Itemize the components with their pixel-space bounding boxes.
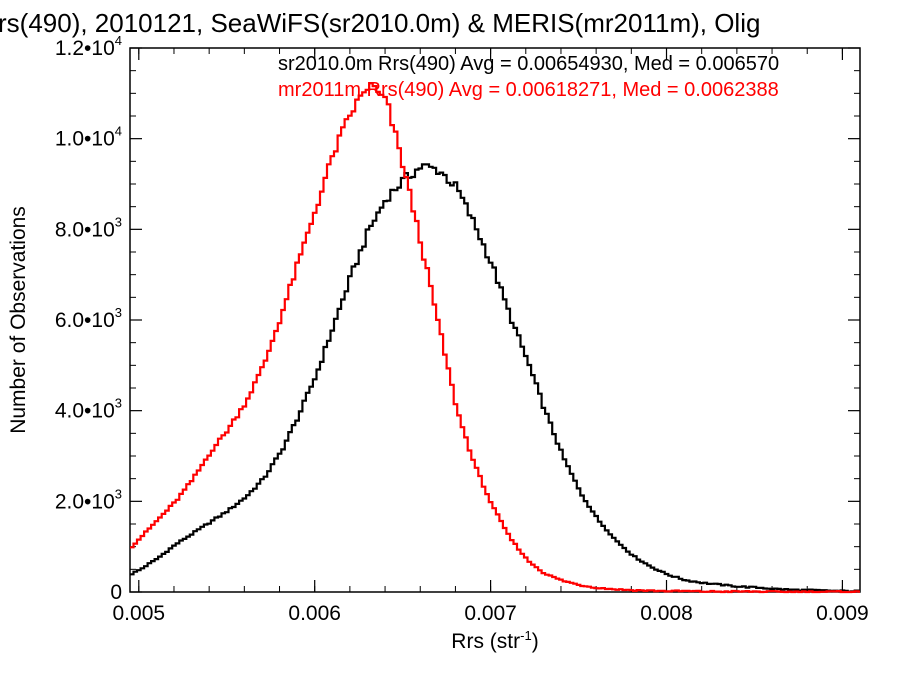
y-axis-ticks: 0 2.0•103 4.0•103 6.0•103 8.0•103 1.0•104 1.2•… (55, 33, 860, 604)
x-axis-label: Rrs (str-1) (451, 628, 538, 653)
x-tick-label: 0.007 (464, 602, 517, 625)
y-tick-label: 0 (110, 581, 122, 604)
legend: sr2010.0m Rrs(490) Avg = 0.00654930, Med… (278, 53, 779, 101)
chart-title: rs(490), 2010121, SeaWiFS(sr2010.0m) & M… (0, 8, 760, 38)
y-tick-label: 4.0•103 (55, 396, 122, 423)
x-axis-ticks: 0.005 0.006 0.007 0.008 0.009 (113, 48, 869, 625)
y-tick-label: 1.2•104 (55, 33, 122, 60)
x-tick-label: 0.008 (640, 602, 693, 625)
y-tick-label: 1.0•104 (55, 124, 122, 151)
y-tick-label: 8.0•103 (55, 214, 122, 241)
y-tick-label: 6.0•103 (55, 305, 122, 332)
x-tick-label: 0.009 (816, 602, 869, 625)
series-line-sr2010.0m (130, 163, 860, 593)
series-group (130, 82, 860, 594)
y-axis-label: Number of Observations (7, 206, 30, 434)
series-line-mr2011m (130, 82, 860, 594)
legend-entry-sr2010: sr2010.0m Rrs(490) Avg = 0.00654930, Med… (278, 53, 779, 75)
y-tick-label: 2.0•103 (55, 486, 122, 513)
x-tick-label: 0.005 (113, 602, 166, 625)
x-tick-label: 0.006 (288, 602, 341, 625)
legend-entry-mr2011: mr2011m Rrs(490) Avg = 0.00618271, Med =… (278, 79, 779, 101)
